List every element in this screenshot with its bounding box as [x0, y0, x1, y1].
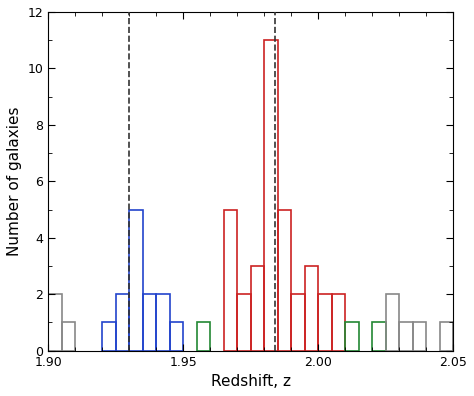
Bar — [62, 322, 75, 350]
Bar — [102, 322, 116, 350]
Bar — [278, 209, 291, 350]
Bar — [291, 294, 305, 350]
Bar — [116, 294, 129, 350]
Bar — [129, 209, 143, 350]
Bar — [156, 294, 170, 350]
Bar — [251, 266, 264, 350]
Bar — [439, 322, 453, 350]
Bar — [224, 209, 237, 350]
Bar — [237, 294, 251, 350]
Bar — [332, 294, 345, 350]
Bar — [305, 266, 318, 350]
Bar — [386, 294, 399, 350]
Bar — [197, 322, 210, 350]
Bar — [264, 40, 278, 350]
Y-axis label: Number of galaxies: Number of galaxies — [7, 107, 22, 256]
Bar — [170, 322, 183, 350]
Bar — [453, 322, 466, 350]
Bar — [413, 322, 426, 350]
Bar — [48, 294, 62, 350]
Bar — [372, 322, 386, 350]
Bar — [399, 322, 413, 350]
Bar — [345, 322, 359, 350]
X-axis label: Redshift, z: Redshift, z — [210, 374, 291, 389]
Bar — [318, 294, 332, 350]
Bar — [143, 294, 156, 350]
